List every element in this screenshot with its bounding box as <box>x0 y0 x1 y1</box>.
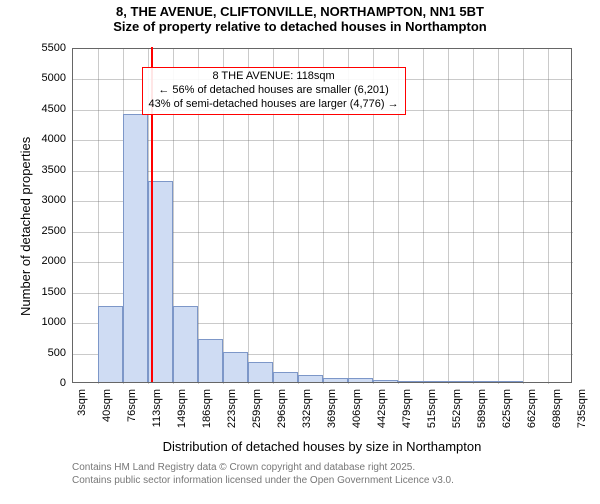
histogram-bar <box>298 375 323 382</box>
x-tick-label: 479sqm <box>401 389 413 428</box>
x-tick-label: 625sqm <box>501 389 513 428</box>
x-tick-label: 442sqm <box>376 389 388 428</box>
gridline-v <box>498 49 499 384</box>
x-tick-label: 186sqm <box>201 389 213 428</box>
callout-line2: ← 56% of detached houses are smaller (6,… <box>149 84 399 98</box>
title-line1: 8, THE AVENUE, CLIFTONVILLE, NORTHAMPTON… <box>0 4 600 19</box>
y-tick-label: 2000 <box>28 255 66 267</box>
x-axis-label: Distribution of detached houses by size … <box>72 439 572 454</box>
x-tick-label: 735sqm <box>576 389 588 428</box>
x-tick-label: 296sqm <box>276 389 288 428</box>
y-tick-label: 3500 <box>28 164 66 176</box>
histogram-bar <box>98 306 123 382</box>
y-tick-label: 4500 <box>28 103 66 115</box>
x-tick-label: 369sqm <box>326 389 338 428</box>
histogram-bar <box>248 362 273 382</box>
y-tick-label: 500 <box>28 347 66 359</box>
y-tick-label: 2500 <box>28 225 66 237</box>
histogram-bar <box>348 378 373 382</box>
histogram-bar <box>473 381 498 382</box>
histogram-bar <box>273 372 298 382</box>
gridline-v <box>548 49 549 384</box>
x-tick-label: 40sqm <box>101 389 113 422</box>
x-tick-label: 662sqm <box>526 389 538 428</box>
footer-line2: Contains public sector information licen… <box>72 474 454 487</box>
plot-area: 8 THE AVENUE: 118sqm← 56% of detached ho… <box>72 48 572 383</box>
y-tick-label: 0 <box>28 377 66 389</box>
callout-box: 8 THE AVENUE: 118sqm← 56% of detached ho… <box>142 67 406 114</box>
y-tick-label: 1000 <box>28 316 66 328</box>
y-tick-label: 3000 <box>28 194 66 206</box>
x-tick-label: 149sqm <box>176 389 188 428</box>
gridline-v <box>523 49 524 384</box>
callout-line3: 43% of semi-detached houses are larger (… <box>149 98 399 112</box>
x-tick-label: 259sqm <box>251 389 263 428</box>
x-tick-label: 589sqm <box>476 389 488 428</box>
histogram-bar <box>198 339 223 382</box>
histogram-bar <box>323 378 348 382</box>
gridline-v <box>448 49 449 384</box>
histogram-bar <box>423 381 448 382</box>
x-tick-label: 698sqm <box>551 389 563 428</box>
gridline-v <box>473 49 474 384</box>
title-line2: Size of property relative to detached ho… <box>0 19 600 34</box>
histogram-bar <box>398 381 423 382</box>
footer-line1: Contains HM Land Registry data © Crown c… <box>72 461 454 474</box>
histogram-bar <box>498 381 523 382</box>
x-tick-label: 223sqm <box>226 389 238 428</box>
y-tick-label: 4000 <box>28 133 66 145</box>
gridline-v <box>423 49 424 384</box>
chart-title-block: 8, THE AVENUE, CLIFTONVILLE, NORTHAMPTON… <box>0 4 600 34</box>
y-tick-label: 1500 <box>28 286 66 298</box>
x-tick-label: 3sqm <box>76 389 88 416</box>
footer-attribution: Contains HM Land Registry data © Crown c… <box>72 461 454 487</box>
y-tick-label: 5500 <box>28 42 66 54</box>
callout-line1: 8 THE AVENUE: 118sqm <box>149 70 399 84</box>
x-tick-label: 76sqm <box>126 389 138 422</box>
x-tick-label: 406sqm <box>351 389 363 428</box>
y-tick-label: 5000 <box>28 72 66 84</box>
histogram-bar <box>173 306 198 382</box>
histogram-bar <box>123 114 148 382</box>
histogram-bar <box>223 352 248 382</box>
x-tick-label: 113sqm <box>151 389 163 427</box>
x-tick-label: 552sqm <box>451 389 463 428</box>
x-tick-label: 515sqm <box>426 389 438 428</box>
histogram-bar <box>373 380 398 382</box>
histogram-bar <box>448 381 473 382</box>
x-tick-label: 332sqm <box>301 389 313 428</box>
